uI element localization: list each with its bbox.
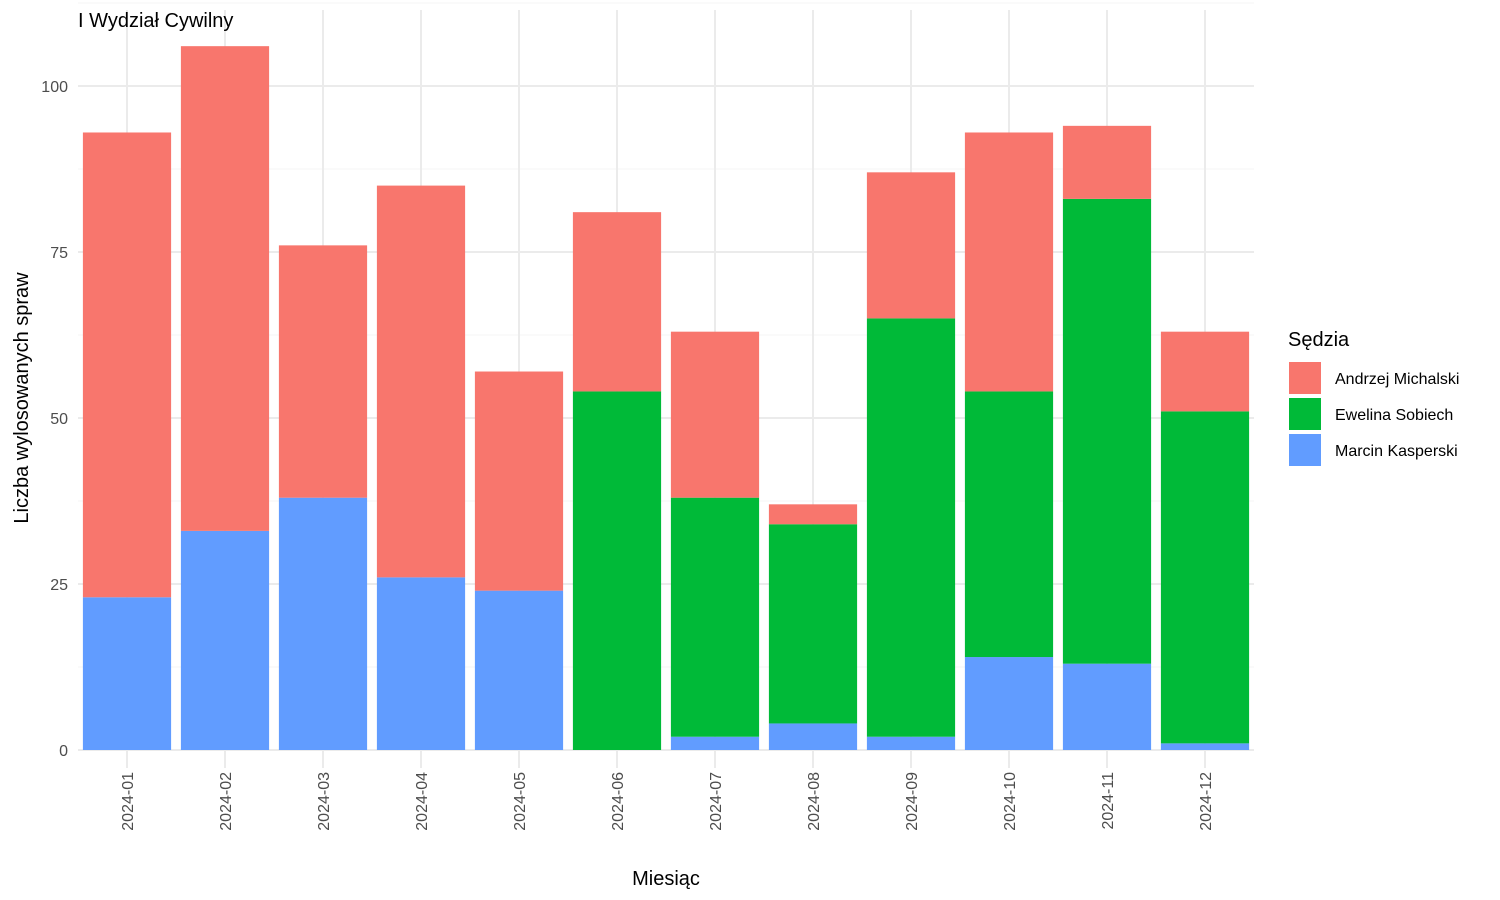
x-tick-label: 2024-02 [218, 772, 235, 831]
bar-segment [278, 245, 368, 498]
bar-segment [768, 524, 858, 724]
x-tick-label: 2024-11 [1100, 772, 1117, 830]
bar-segment [82, 132, 172, 598]
legend-title: Sędzia [1288, 329, 1350, 351]
bar-segment [278, 497, 368, 750]
bar-segment [1160, 411, 1250, 744]
bar-segment [866, 172, 956, 319]
bar-segment [670, 331, 760, 498]
x-axis-ticks: 2024-01 2024-02 2024-03 2024-04 2024-05 2024-… [120, 772, 1215, 831]
bar-segment [670, 736, 760, 750]
x-tick-label: 2024-06 [610, 772, 627, 831]
legend-swatch [1289, 398, 1321, 430]
chart-title: I Wydział Cywilny [78, 10, 233, 32]
x-tick-label: 2024-10 [1002, 772, 1019, 831]
y-tick-label: 0 [59, 743, 68, 760]
bar-segment [572, 391, 662, 750]
bar-segment [1062, 663, 1152, 750]
legend-label: Marcin Kasperski [1335, 443, 1458, 460]
y-axis-title: Liczba wylosowanych spraw [11, 272, 33, 524]
y-tick-label: 50 [50, 411, 68, 428]
bar-segment [964, 132, 1054, 392]
x-tick-label: 2024-12 [1198, 772, 1215, 831]
bar-segment [1160, 331, 1250, 412]
bar-segment [768, 723, 858, 750]
x-tick-label: 2024-09 [904, 772, 921, 831]
x-tick-label: 2024-07 [708, 772, 725, 831]
legend-swatch [1289, 362, 1321, 394]
legend-label: Ewelina Sobiech [1335, 407, 1453, 424]
bar-segment [82, 597, 172, 750]
bar-segment [866, 318, 956, 737]
x-tick-label: 2024-04 [414, 772, 431, 831]
bar-segment [180, 530, 270, 750]
bar-segment [474, 590, 564, 750]
legend-swatch [1289, 434, 1321, 466]
y-tick-label: 25 [50, 577, 68, 594]
y-tick-label: 75 [50, 245, 68, 262]
bar-segment [376, 577, 466, 750]
bar-segment [964, 657, 1054, 750]
bar-segment [1062, 125, 1152, 199]
x-tick-label: 2024-01 [120, 772, 137, 831]
bars [82, 46, 1250, 750]
x-tick-label: 2024-08 [806, 772, 823, 831]
bar-segment [866, 736, 956, 750]
x-axis-title: Miesiąc [632, 868, 700, 890]
bar-segment [768, 504, 858, 525]
x-tick-label: 2024-05 [512, 772, 529, 831]
legend: Sędzia Andrzej Michalski Ewelina Sobiech M… [1288, 329, 1459, 466]
y-axis-ticks: 0 25 50 75 100 [41, 79, 68, 760]
bar-segment [964, 391, 1054, 658]
y-tick-label: 100 [41, 79, 68, 96]
bar-segment [572, 212, 662, 392]
bar-segment [376, 185, 466, 578]
legend-label: Andrzej Michalski [1335, 371, 1459, 388]
bar-segment [474, 371, 564, 591]
bar-segment [670, 497, 760, 737]
bar-segment [1160, 743, 1250, 750]
bar-segment [180, 46, 270, 531]
x-tick-label: 2024-03 [316, 772, 333, 831]
bar-segment [1062, 198, 1152, 664]
